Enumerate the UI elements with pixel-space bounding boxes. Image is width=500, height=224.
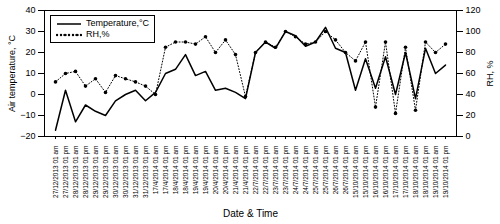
svg-text:26/7/2014 01 am: 26/7/2014 01 am bbox=[332, 146, 339, 195]
svg-text:10: 10 bbox=[25, 68, 35, 78]
svg-text:Date & Time: Date & Time bbox=[223, 208, 278, 219]
svg-text:18/4/2014 01 am: 18/4/2014 01 am bbox=[172, 146, 179, 195]
svg-text:25/7/2014 01 pm: 25/7/2014 01 pm bbox=[322, 146, 330, 195]
svg-text:40: 40 bbox=[25, 5, 35, 15]
svg-text:19/10/2014 01 pm: 19/10/2014 01 pm bbox=[442, 146, 450, 198]
svg-text:24/7/2014 01 am: 24/7/2014 01 am bbox=[292, 146, 299, 195]
svg-text:RH, %: RH, % bbox=[485, 60, 495, 86]
svg-text:−20: −20 bbox=[20, 131, 35, 141]
svg-text:31/12/2013 01 am: 31/12/2013 01 am bbox=[132, 146, 139, 198]
svg-text:17/4/2014 01 pm: 17/4/2014 01 pm bbox=[162, 146, 170, 195]
svg-text:22/7/2014 01 pm: 22/7/2014 01 pm bbox=[262, 146, 270, 195]
svg-text:31/12/2013 01 pm: 31/12/2013 01 pm bbox=[142, 146, 150, 198]
svg-text:27/12/2013 01 pm: 27/12/2013 01 pm bbox=[62, 146, 70, 198]
svg-text:21/4/2014 01 am: 21/4/2014 01 am bbox=[232, 146, 239, 195]
svg-text:100: 100 bbox=[466, 26, 481, 36]
svg-text:18/4/2014 01 pm: 18/4/2014 01 pm bbox=[182, 146, 190, 195]
svg-text:23/7/2014 01 am: 23/7/2014 01 am bbox=[272, 146, 279, 195]
svg-text:18/10/2014 01 am: 18/10/2014 01 am bbox=[412, 146, 419, 198]
svg-text:30/12/2013 01 pm: 30/12/2013 01 pm bbox=[122, 146, 130, 198]
svg-text:20/4/2014 01 pm: 20/4/2014 01 pm bbox=[222, 146, 230, 195]
svg-text:17/10/2014 01 am: 17/10/2014 01 am bbox=[392, 146, 399, 198]
svg-text:20/4/2014 01 am: 20/4/2014 01 am bbox=[212, 146, 219, 195]
svg-text:29/12/2013 01 am: 29/12/2013 01 am bbox=[92, 146, 99, 198]
svg-text:30: 30 bbox=[25, 26, 35, 36]
svg-text:19/4/2014 01 am: 19/4/2014 01 am bbox=[192, 146, 199, 195]
svg-text:Air temperature, °C: Air temperature, °C bbox=[7, 34, 17, 112]
svg-text:25/7/2014 01 am: 25/7/2014 01 am bbox=[312, 146, 319, 195]
svg-text:0: 0 bbox=[466, 131, 471, 141]
svg-text:16/10/2014 01 pm: 16/10/2014 01 pm bbox=[382, 146, 390, 198]
svg-text:30/12/2013 01 am: 30/12/2013 01 am bbox=[112, 146, 119, 198]
svg-text:0: 0 bbox=[30, 89, 35, 99]
svg-text:18/10/2014 01 pm: 18/10/2014 01 pm bbox=[422, 146, 430, 198]
svg-text:120: 120 bbox=[466, 5, 481, 15]
svg-text:29/12/2013 01 pm: 29/12/2013 01 pm bbox=[102, 146, 110, 198]
svg-text:15/10/2014 01 am: 15/10/2014 01 am bbox=[352, 146, 359, 198]
svg-text:28/12/2013 01 am: 28/12/2013 01 am bbox=[72, 146, 79, 198]
svg-text:21/4/2014 01 pm: 21/4/2014 01 pm bbox=[242, 146, 250, 195]
svg-text:19/4/2014 01 pm: 19/4/2014 01 pm bbox=[202, 146, 210, 195]
svg-text:28/12/2013 01 pm: 28/12/2013 01 pm bbox=[82, 146, 90, 198]
svg-text:26/7/2014 01 pm: 26/7/2014 01 pm bbox=[342, 146, 350, 195]
svg-text:15/10/2014 01 pm: 15/10/2014 01 pm bbox=[362, 146, 370, 198]
svg-text:23/7/2014 01 pm: 23/7/2014 01 pm bbox=[282, 146, 290, 195]
svg-text:27/12/2013 01 am: 27/12/2013 01 am bbox=[52, 146, 59, 198]
svg-text:24/7/2014 01 pm: 24/7/2014 01 pm bbox=[302, 146, 310, 195]
svg-text:17/4/2014 01 am: 17/4/2014 01 am bbox=[152, 146, 159, 195]
svg-text:−10: −10 bbox=[20, 110, 35, 120]
svg-text:22/7/2014 01 am: 22/7/2014 01 am bbox=[252, 146, 259, 195]
svg-text:16/10/2014 01 am: 16/10/2014 01 am bbox=[372, 146, 379, 198]
svg-text:60: 60 bbox=[466, 68, 476, 78]
svg-text:40: 40 bbox=[466, 89, 476, 99]
svg-text:17/10/2014 01 pm: 17/10/2014 01 pm bbox=[402, 146, 410, 198]
svg-text:20: 20 bbox=[466, 110, 476, 120]
svg-text:19/10/2014 01 am: 19/10/2014 01 am bbox=[432, 146, 439, 198]
svg-text:80: 80 bbox=[466, 47, 476, 57]
svg-text:20: 20 bbox=[25, 47, 35, 57]
html-text:RH,%: RH,% bbox=[86, 29, 110, 39]
html-text:Temperature,°C: Temperature,°C bbox=[86, 18, 150, 28]
